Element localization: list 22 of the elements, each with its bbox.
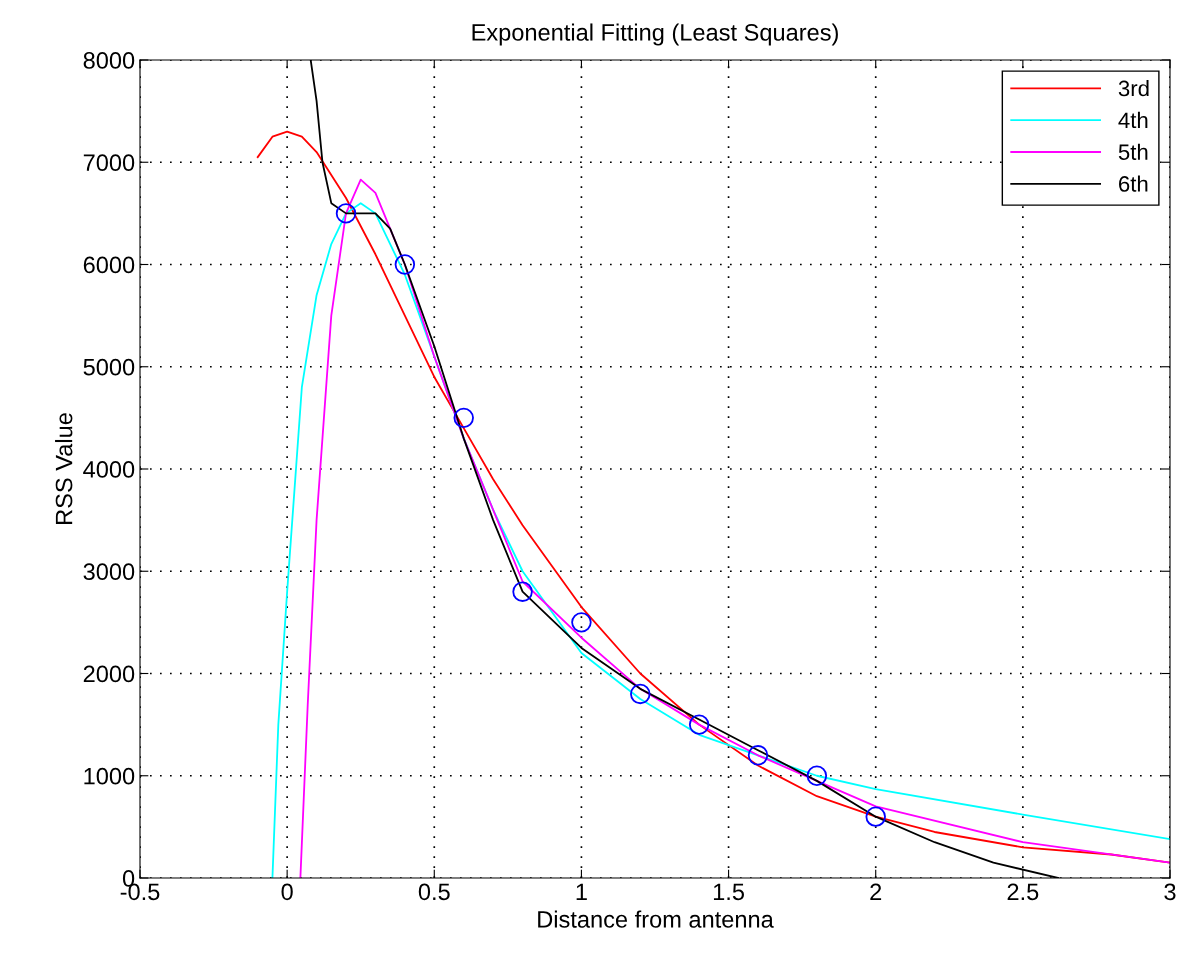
y-tick-label: 3000	[83, 563, 135, 581]
chart-title: Exponential Fitting (Least Squares)	[472, 23, 838, 46]
legend-label: 6th	[1119, 175, 1148, 192]
x-tick-label: 0.5	[418, 883, 450, 901]
x-tick-label: 3	[1164, 883, 1176, 901]
y-tick-label: 4000	[83, 461, 135, 478]
x-tick-label: 1	[576, 883, 587, 900]
y-tick-label: 5000	[83, 358, 135, 376]
y-tick-label: 2000	[83, 665, 135, 683]
y-tick-label: 6000	[83, 256, 135, 274]
x-tick-label: 2.5	[1007, 883, 1039, 901]
y-tick-label: 1000	[84, 767, 135, 785]
x-axis-title: Distance from antenna	[538, 910, 774, 928]
x-tick-label: 0	[281, 883, 293, 901]
legend-label: 3rd	[1118, 80, 1149, 97]
legend-label: 5th	[1118, 143, 1148, 160]
legend-label: 4th	[1118, 111, 1148, 129]
y-axis-title: RSS Value	[55, 413, 73, 524]
x-tick-label: 2	[870, 883, 882, 900]
y-tick-label: 7000	[83, 154, 135, 172]
y-tick-label: 8000	[83, 52, 135, 69]
x-tick-label: 1.5	[713, 883, 744, 901]
